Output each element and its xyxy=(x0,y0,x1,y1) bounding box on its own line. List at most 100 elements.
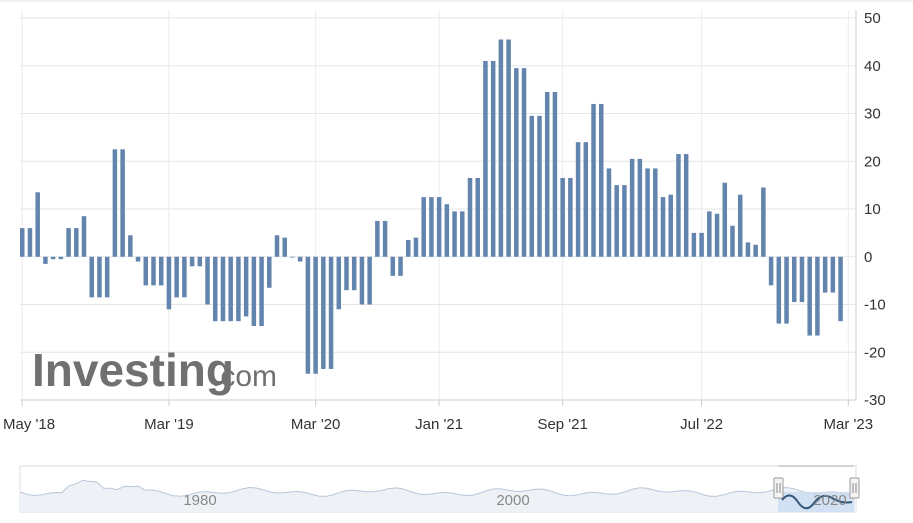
bar xyxy=(707,211,712,257)
x-tick-label: Mar '23 xyxy=(824,416,874,433)
bar xyxy=(544,92,550,257)
bar xyxy=(220,256,226,322)
bar xyxy=(251,256,257,326)
bar xyxy=(815,256,820,336)
bar xyxy=(537,115,542,257)
bar xyxy=(460,211,465,257)
bar xyxy=(213,256,218,322)
bar xyxy=(27,228,33,257)
bar-series xyxy=(20,39,843,374)
y-tick-label: 10 xyxy=(864,201,881,218)
bar xyxy=(166,256,172,310)
y-tick-label: 50 xyxy=(864,10,881,27)
bar xyxy=(753,244,758,257)
logo-suffix-text: .com xyxy=(212,360,277,393)
bar xyxy=(583,142,589,257)
navigator-history-line xyxy=(19,479,857,497)
bar xyxy=(413,237,419,257)
navigator-selected-line xyxy=(781,494,853,510)
bar xyxy=(568,177,573,257)
bar xyxy=(66,228,71,257)
bar xyxy=(529,115,535,257)
bar xyxy=(452,211,457,257)
bar xyxy=(351,256,357,291)
bar xyxy=(182,256,187,298)
bar xyxy=(737,194,743,257)
bar xyxy=(514,68,519,257)
bar xyxy=(467,177,473,257)
bar xyxy=(406,240,411,257)
bar xyxy=(560,177,565,257)
bar xyxy=(267,256,272,288)
bar xyxy=(120,149,125,257)
bar xyxy=(58,256,64,260)
x-tick-label: Jan '21 xyxy=(415,416,463,433)
bar xyxy=(807,256,812,336)
bar xyxy=(421,197,426,257)
bar xyxy=(398,256,403,276)
bar xyxy=(97,256,102,298)
bar xyxy=(205,256,210,305)
bar xyxy=(660,197,666,257)
bar xyxy=(683,154,689,257)
bar xyxy=(521,68,527,257)
bar xyxy=(43,256,48,264)
bar xyxy=(35,192,40,257)
bar xyxy=(74,228,79,257)
bar xyxy=(768,256,774,286)
bar xyxy=(792,256,797,303)
bar xyxy=(444,204,450,257)
bar xyxy=(282,237,287,257)
bar xyxy=(761,187,766,257)
bar xyxy=(336,256,342,310)
x-tick-label: Mar '20 xyxy=(291,416,341,433)
bar xyxy=(375,220,380,257)
bar xyxy=(599,103,604,257)
bar xyxy=(676,154,681,257)
bar xyxy=(498,39,504,257)
investing-logo: Investing .com xyxy=(32,344,277,396)
bar xyxy=(89,256,94,298)
bar xyxy=(552,92,558,257)
bar xyxy=(784,256,789,324)
bar xyxy=(197,256,203,267)
bar xyxy=(174,256,179,298)
bar xyxy=(158,256,164,286)
bar xyxy=(645,168,650,257)
bar xyxy=(236,256,241,322)
y-tick-label: 30 xyxy=(864,106,881,123)
x-tick-label: May '18 xyxy=(3,416,55,433)
bar xyxy=(390,256,396,276)
navigator-right-handle xyxy=(849,477,860,499)
range-navigator[interactable]: 1980 2000 2020 xyxy=(19,465,860,513)
bar xyxy=(290,256,295,258)
bar xyxy=(274,235,280,257)
bar xyxy=(344,256,349,291)
bar xyxy=(799,256,805,303)
bar xyxy=(622,185,627,257)
y-tick-label: 20 xyxy=(864,153,881,170)
bar xyxy=(668,194,673,257)
bar xyxy=(429,197,434,257)
bar xyxy=(104,256,110,298)
bar xyxy=(483,60,488,257)
bar xyxy=(575,142,581,257)
navigator-year-label: 2020 xyxy=(813,492,846,509)
bar xyxy=(730,225,735,257)
y-tick-label: 40 xyxy=(864,58,881,75)
y-tick-label: -10 xyxy=(864,297,886,314)
bar xyxy=(506,39,511,257)
bar xyxy=(637,158,643,257)
bar xyxy=(313,256,318,374)
bar xyxy=(321,256,326,369)
x-axis: May '18 Mar '19 Mar '20 Jan '21 Sep '21 Jul '… xyxy=(3,399,874,433)
x-tick-label: Mar '19 xyxy=(144,416,194,433)
bar xyxy=(359,256,365,305)
bar xyxy=(475,177,480,257)
bar xyxy=(653,168,658,257)
bar xyxy=(20,228,25,257)
bar xyxy=(838,256,843,322)
bar xyxy=(243,256,249,317)
bar xyxy=(305,256,311,374)
y-tick-label: 0 xyxy=(864,249,872,266)
